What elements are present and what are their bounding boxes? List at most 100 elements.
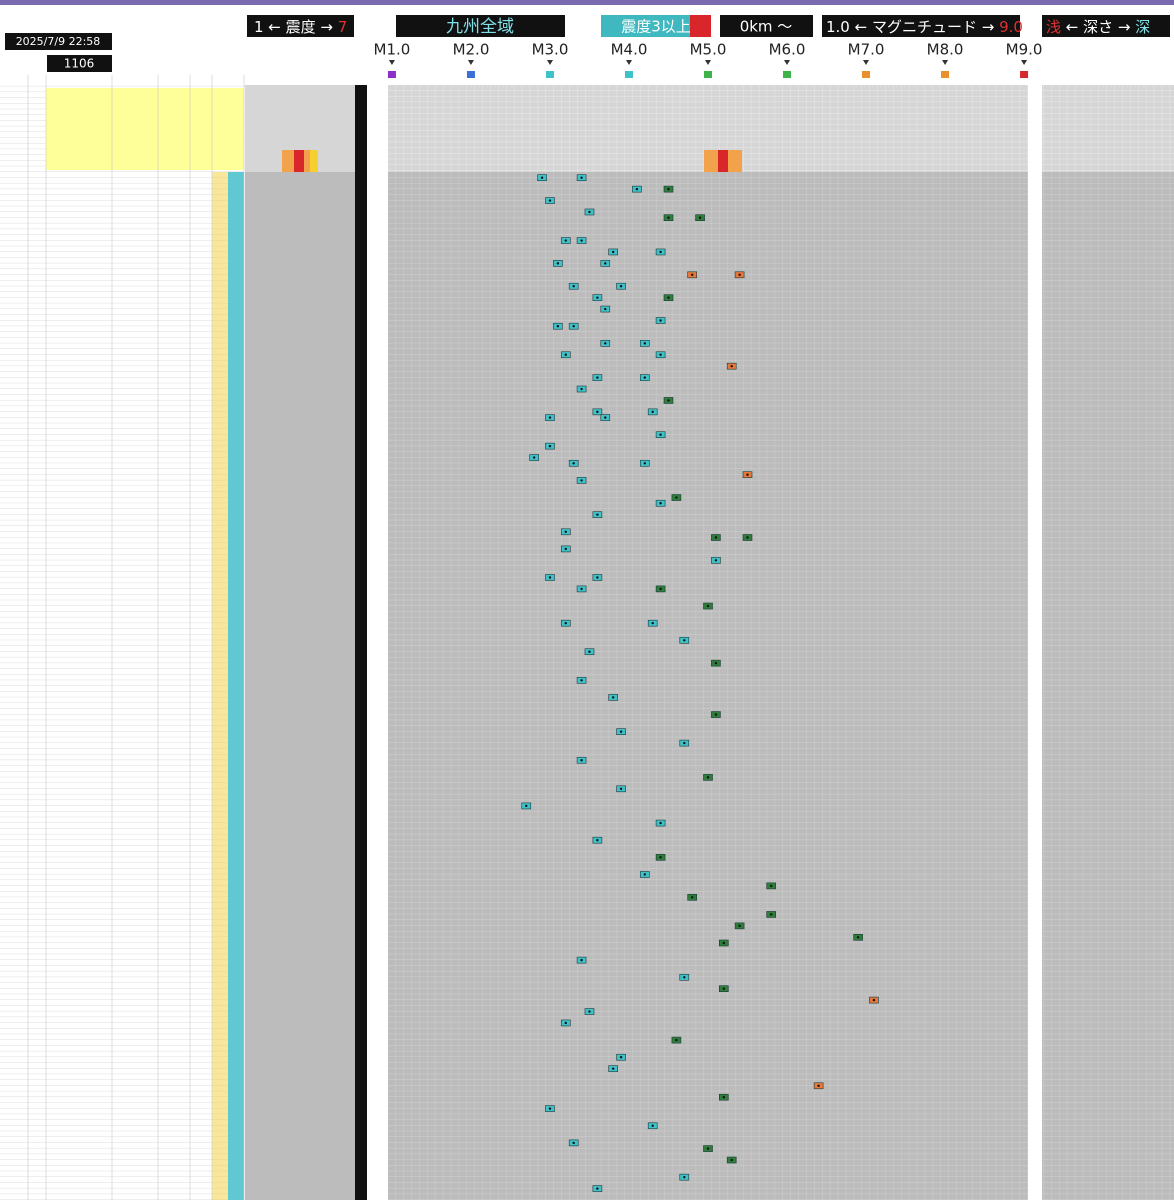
point — [655, 819, 666, 827]
point-dot — [856, 936, 860, 939]
count-box — [47, 55, 112, 72]
point-dot — [667, 187, 670, 191]
point-dot — [540, 176, 544, 179]
point — [521, 802, 532, 810]
intensity-right: 7 — [338, 18, 348, 36]
point — [592, 294, 603, 301]
point-dot — [675, 1038, 678, 1042]
point — [655, 351, 666, 359]
point — [592, 574, 603, 581]
point-dot — [548, 576, 552, 579]
point-dot — [722, 1096, 726, 1099]
point-dot — [564, 530, 567, 533]
point-dot — [706, 776, 710, 779]
point — [726, 362, 737, 370]
point — [639, 340, 650, 347]
point-dot — [580, 587, 583, 591]
point — [529, 454, 539, 461]
point-dot — [659, 433, 662, 436]
count: 1106 — [64, 57, 95, 71]
point-dot — [588, 650, 591, 653]
depth-panel-top — [1042, 85, 1174, 172]
point — [600, 414, 611, 421]
point-dot — [604, 416, 607, 419]
magnitude-left: 1.0 ← マグニチュード → — [826, 18, 999, 36]
tick-mark — [942, 60, 949, 65]
point — [560, 545, 571, 553]
depth-deep: 深 — [1135, 18, 1150, 36]
point-dot — [683, 639, 686, 642]
point — [687, 894, 697, 901]
point-dot — [564, 353, 567, 356]
point-dot — [548, 444, 552, 448]
point-dot — [722, 941, 726, 945]
intensity-swatch — [310, 150, 318, 172]
point — [679, 739, 690, 747]
point — [584, 208, 595, 216]
point-dot — [556, 262, 560, 265]
point-dot — [619, 787, 623, 790]
point-dot — [572, 462, 575, 465]
point — [742, 534, 753, 541]
title-bar — [0, 0, 1174, 5]
tick-swatch — [704, 71, 712, 78]
point-dot — [604, 262, 607, 265]
filter: 震度3以上 — [621, 18, 691, 36]
point — [600, 340, 611, 347]
point — [869, 996, 879, 1004]
point-dot — [588, 210, 591, 214]
point — [695, 214, 705, 221]
x-tick-label: M5.0 — [690, 41, 727, 59]
point-dot — [580, 176, 583, 179]
point — [576, 585, 587, 593]
point-dot — [651, 621, 654, 625]
point-dot — [714, 536, 718, 539]
point — [545, 574, 555, 581]
point — [545, 414, 555, 421]
point — [655, 854, 666, 861]
point-dot — [564, 621, 567, 625]
point — [711, 534, 721, 541]
magnitude-box — [822, 15, 1020, 37]
depth-label: 浅 ← 深さ → 深 — [1046, 18, 1150, 36]
point — [592, 836, 603, 844]
point — [663, 397, 674, 404]
point-dot — [548, 1107, 552, 1110]
point — [647, 408, 658, 416]
point-dot — [572, 285, 575, 288]
x-tick-label: M2.0 — [453, 41, 490, 59]
point — [639, 459, 650, 467]
point-dot — [683, 741, 686, 745]
point — [584, 648, 595, 656]
point-dot — [596, 576, 599, 579]
point — [616, 785, 626, 793]
intensity-swatch — [718, 150, 728, 172]
point-dot — [596, 513, 599, 516]
point-dot — [659, 856, 662, 859]
intensity-swatch — [294, 150, 304, 172]
point — [655, 585, 666, 593]
intensity-left: 1 ← 震度 → — [254, 18, 338, 36]
point-dot — [659, 319, 662, 322]
point — [639, 374, 650, 381]
point — [576, 477, 587, 484]
tick-swatch — [466, 71, 475, 78]
point — [608, 694, 618, 701]
point-dot — [738, 273, 741, 276]
point-dot — [556, 325, 560, 328]
point — [560, 351, 571, 359]
point-dot — [730, 364, 733, 368]
tick-swatch — [387, 71, 396, 78]
point-dot — [746, 536, 749, 539]
point-dot — [667, 296, 670, 299]
region: 九州全域 — [446, 17, 514, 37]
point — [545, 197, 555, 204]
point — [545, 442, 555, 450]
point-dot — [651, 410, 654, 414]
point — [560, 528, 571, 536]
tick-swatch — [624, 71, 633, 78]
point-dot — [698, 216, 702, 219]
tick-swatch — [545, 71, 554, 78]
point-dot — [714, 559, 718, 562]
